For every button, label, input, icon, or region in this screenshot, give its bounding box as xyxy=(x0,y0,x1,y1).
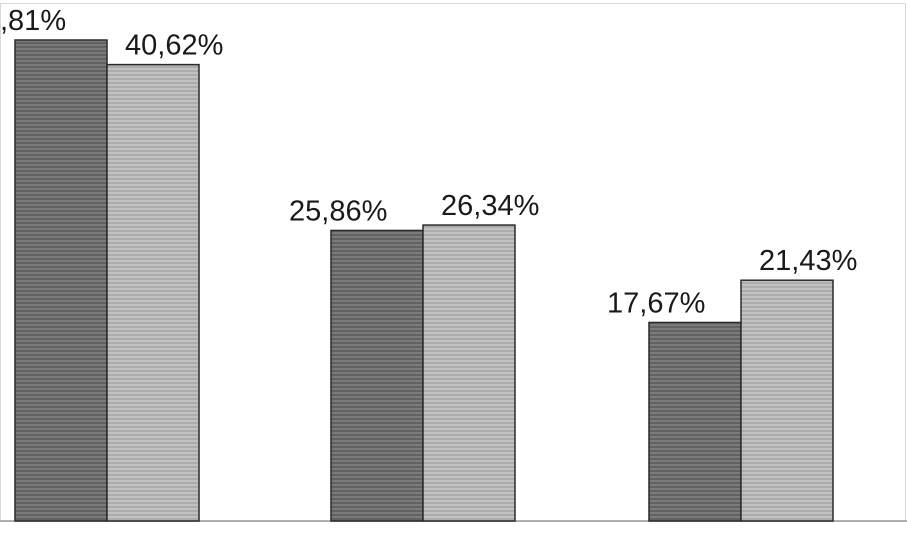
bar-series1-group2 xyxy=(330,229,424,522)
data-label-series2-group2: 26,34% xyxy=(441,190,539,222)
data-label-series2-group1: 40,62% xyxy=(125,30,223,62)
bar-series1-group1 xyxy=(14,39,108,522)
bar-series2-group2 xyxy=(422,224,516,522)
bar-series2-group1 xyxy=(106,63,200,522)
bar-series1-group3 xyxy=(648,321,742,522)
bar-series2-group3 xyxy=(740,279,834,522)
data-label-series1-group1: ,81% xyxy=(0,5,66,37)
data-label-series2-group3: 21,43% xyxy=(759,245,857,277)
data-label-series1-group2: 25,86% xyxy=(289,195,387,227)
bars-layer xyxy=(14,39,834,522)
data-label-series1-group3: 17,67% xyxy=(607,287,705,319)
labels-layer: ,81% 25,86% 17,67% 40,62% 26,34% 21,43% xyxy=(0,5,857,319)
